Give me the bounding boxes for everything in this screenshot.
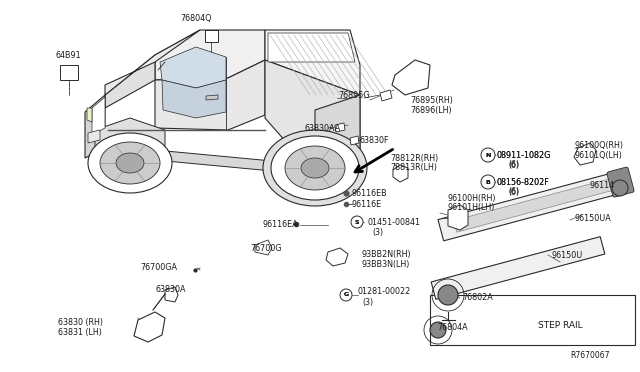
- Polygon shape: [85, 95, 105, 158]
- FancyBboxPatch shape: [454, 177, 621, 232]
- Polygon shape: [265, 30, 360, 95]
- Polygon shape: [430, 295, 635, 345]
- Polygon shape: [350, 136, 359, 145]
- Text: (6): (6): [508, 160, 519, 169]
- FancyBboxPatch shape: [431, 237, 605, 299]
- Text: 76802A: 76802A: [462, 294, 493, 302]
- Polygon shape: [205, 30, 218, 42]
- Text: STEP RAIL: STEP RAIL: [538, 321, 582, 330]
- Ellipse shape: [88, 133, 172, 193]
- Polygon shape: [165, 287, 178, 302]
- Polygon shape: [92, 97, 105, 135]
- Text: 76896(LH): 76896(LH): [410, 106, 452, 115]
- Text: 01451-00841: 01451-00841: [368, 218, 421, 227]
- Text: R7670067: R7670067: [570, 352, 609, 360]
- Ellipse shape: [100, 142, 160, 184]
- Text: 96116E: 96116E: [352, 199, 382, 208]
- Text: 96100H(RH): 96100H(RH): [448, 193, 497, 202]
- Text: (6): (6): [508, 160, 519, 170]
- Polygon shape: [268, 33, 355, 62]
- Text: 93BB2N(RH): 93BB2N(RH): [362, 250, 412, 260]
- Ellipse shape: [271, 136, 359, 200]
- Text: 63831 (LH): 63831 (LH): [58, 327, 102, 337]
- Text: 96116EB: 96116EB: [352, 189, 388, 198]
- Text: 76804A: 76804A: [437, 324, 468, 333]
- Polygon shape: [155, 150, 315, 175]
- Text: 76895(RH): 76895(RH): [410, 96, 453, 105]
- Polygon shape: [206, 95, 218, 100]
- Circle shape: [481, 148, 495, 162]
- Polygon shape: [326, 248, 348, 266]
- Text: B: B: [486, 180, 490, 185]
- Polygon shape: [60, 65, 78, 80]
- Text: 96114: 96114: [590, 180, 615, 189]
- Text: 78813R(LH): 78813R(LH): [390, 163, 437, 171]
- Polygon shape: [155, 30, 265, 80]
- Polygon shape: [393, 165, 408, 182]
- Text: (3): (3): [372, 228, 383, 237]
- Text: 76700GA: 76700GA: [140, 263, 177, 273]
- Text: 08156-8202F: 08156-8202F: [497, 177, 550, 186]
- Polygon shape: [155, 60, 265, 130]
- Circle shape: [351, 216, 363, 228]
- Polygon shape: [95, 118, 165, 162]
- Polygon shape: [380, 90, 392, 101]
- Text: 96150UA: 96150UA: [575, 214, 612, 222]
- Text: 63830F: 63830F: [360, 135, 390, 144]
- Text: 78812R(RH): 78812R(RH): [390, 154, 438, 163]
- Text: B: B: [486, 180, 490, 185]
- Ellipse shape: [612, 180, 628, 196]
- Polygon shape: [105, 30, 200, 95]
- Text: 08156-8202F: 08156-8202F: [497, 177, 550, 186]
- Text: 63830 (RH): 63830 (RH): [58, 317, 103, 327]
- Ellipse shape: [116, 153, 144, 173]
- Polygon shape: [255, 240, 272, 255]
- Text: G: G: [344, 292, 349, 298]
- Text: N: N: [485, 153, 491, 157]
- Polygon shape: [162, 80, 226, 118]
- Text: S: S: [355, 219, 359, 224]
- Text: 93BB3N(LH): 93BB3N(LH): [362, 260, 410, 269]
- Ellipse shape: [438, 285, 458, 305]
- Polygon shape: [134, 312, 165, 342]
- Text: (6): (6): [508, 187, 519, 196]
- Text: 01281-00022: 01281-00022: [358, 288, 412, 296]
- Text: 96101Q(LH): 96101Q(LH): [575, 151, 623, 160]
- Polygon shape: [88, 130, 100, 143]
- Polygon shape: [448, 205, 468, 230]
- Text: 96116EA: 96116EA: [262, 219, 298, 228]
- Text: 63830AA: 63830AA: [305, 124, 341, 132]
- Text: 76700G: 76700G: [250, 244, 282, 253]
- Text: 08911-1082G: 08911-1082G: [497, 151, 552, 160]
- FancyBboxPatch shape: [607, 167, 634, 197]
- Text: (6): (6): [508, 186, 519, 196]
- Text: 64B91: 64B91: [55, 51, 81, 60]
- Circle shape: [340, 289, 352, 301]
- Polygon shape: [392, 60, 430, 95]
- Text: (3): (3): [362, 298, 373, 307]
- Text: 96101H(LH): 96101H(LH): [448, 202, 495, 212]
- Circle shape: [481, 175, 495, 189]
- Text: 96100Q(RH): 96100Q(RH): [575, 141, 624, 150]
- Polygon shape: [574, 143, 596, 165]
- Text: G: G: [344, 292, 349, 298]
- Text: 08911-1082G: 08911-1082G: [497, 151, 552, 160]
- Ellipse shape: [285, 146, 345, 190]
- Text: 76804Q: 76804Q: [180, 13, 211, 22]
- Polygon shape: [160, 47, 226, 88]
- Polygon shape: [87, 108, 92, 122]
- Text: 63830A: 63830A: [155, 285, 186, 295]
- Ellipse shape: [301, 158, 329, 178]
- Polygon shape: [315, 95, 360, 175]
- Ellipse shape: [430, 322, 446, 338]
- Ellipse shape: [263, 130, 367, 206]
- Polygon shape: [265, 60, 360, 175]
- Text: S: S: [355, 219, 359, 224]
- Text: 96150U: 96150U: [552, 250, 583, 260]
- Polygon shape: [335, 123, 345, 132]
- Text: 76895G: 76895G: [338, 90, 370, 99]
- Polygon shape: [105, 55, 155, 108]
- FancyBboxPatch shape: [438, 169, 632, 241]
- Text: N: N: [485, 153, 491, 157]
